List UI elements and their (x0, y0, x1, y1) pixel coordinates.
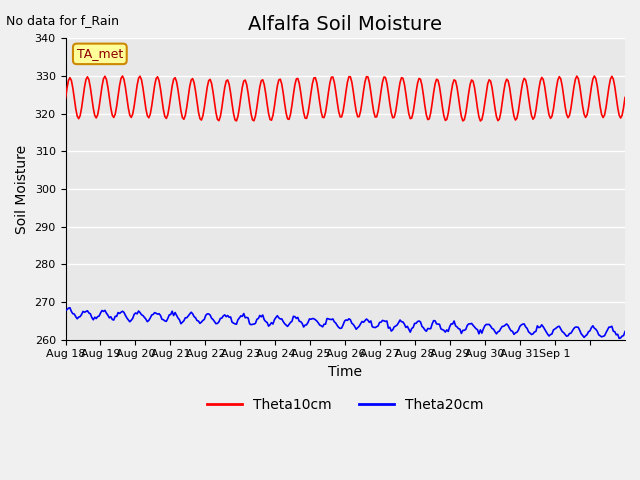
X-axis label: Time: Time (328, 365, 362, 379)
Y-axis label: Soil Moisture: Soil Moisture (15, 144, 29, 234)
Title: Alfalfa Soil Moisture: Alfalfa Soil Moisture (248, 15, 442, 34)
Text: No data for f_Rain: No data for f_Rain (6, 14, 120, 27)
Text: TA_met: TA_met (77, 48, 123, 60)
Legend: Theta10cm, Theta20cm: Theta10cm, Theta20cm (202, 392, 489, 417)
